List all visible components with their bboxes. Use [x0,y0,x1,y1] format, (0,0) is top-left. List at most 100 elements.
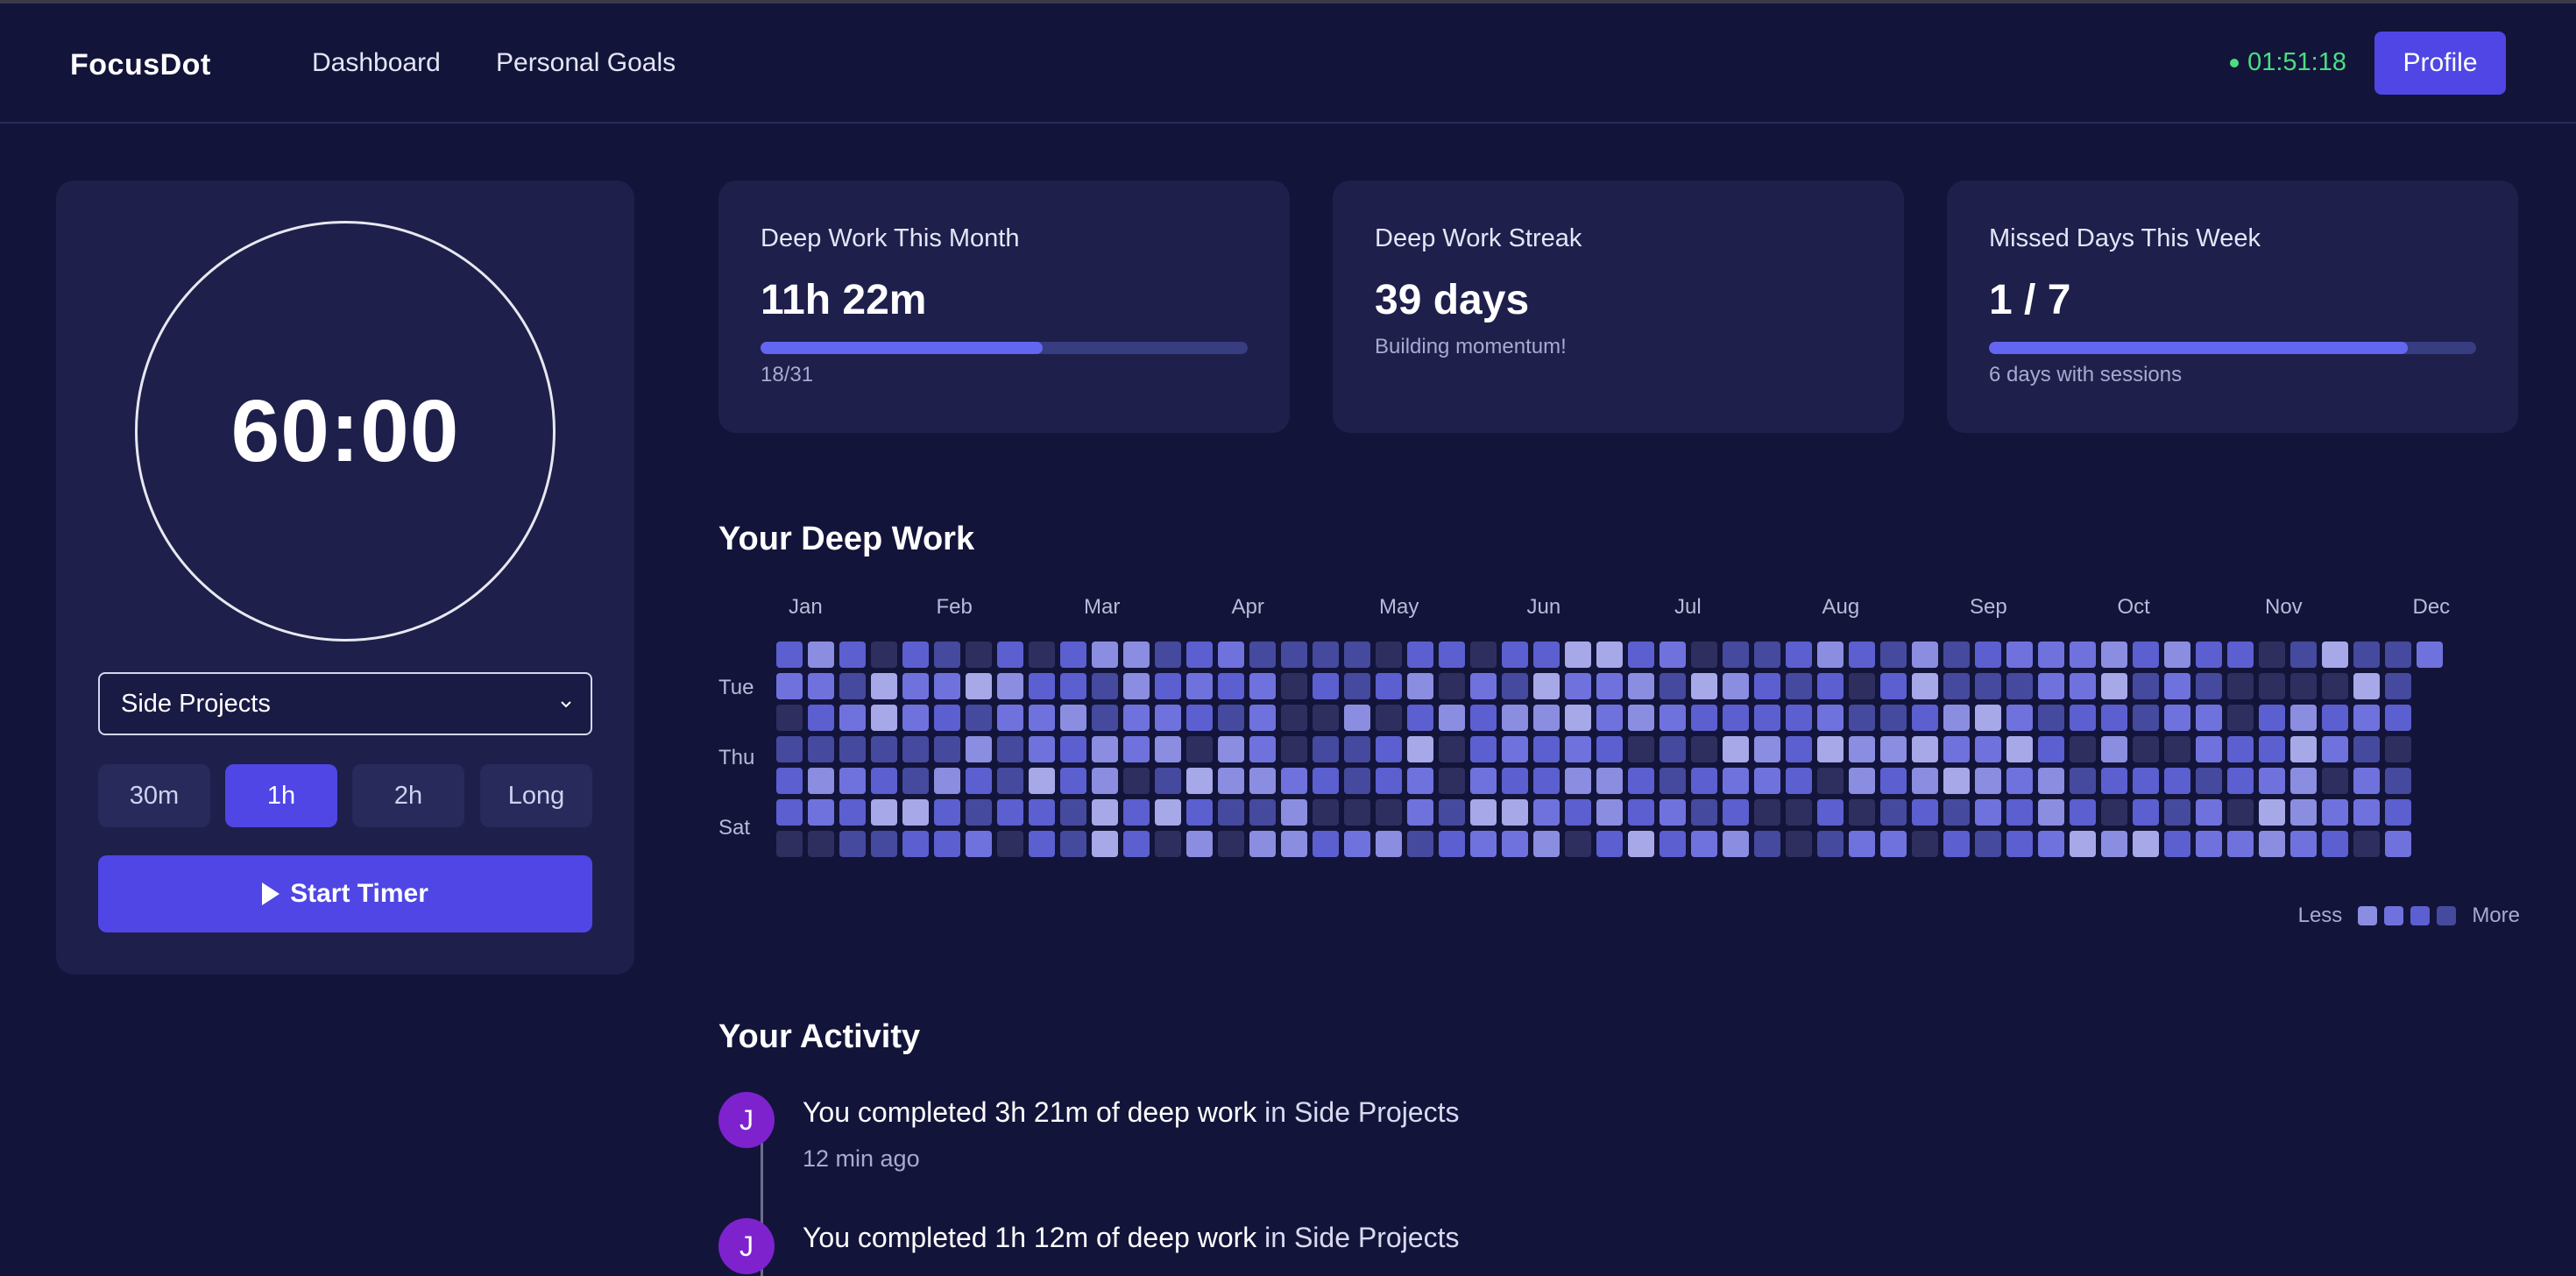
heatmap-cell[interactable] [2070,673,2096,699]
heatmap-cell[interactable] [2006,673,2033,699]
heatmap-cell[interactable] [1786,642,1812,668]
heatmap-cell[interactable] [997,768,1023,794]
heatmap-cell[interactable] [1975,799,2001,826]
duration-1h-button[interactable]: 1h [225,764,337,827]
heatmap-cell[interactable] [1060,736,1086,762]
heatmap-cell[interactable] [2196,642,2222,668]
heatmap-cell[interactable] [2006,705,2033,731]
heatmap-cell[interactable] [2385,705,2411,731]
heatmap-cell[interactable] [1029,642,1055,668]
heatmap-cell[interactable] [2259,642,2285,668]
duration-long-button[interactable]: Long [480,764,592,827]
heatmap-cell[interactable] [1218,642,1244,668]
heatmap-cell[interactable] [839,799,866,826]
heatmap-cell[interactable] [2259,673,2285,699]
heatmap-cell[interactable] [1439,673,1465,699]
heatmap-cell[interactable] [2259,736,2285,762]
heatmap-cell[interactable] [1912,705,1938,731]
heatmap-cell[interactable] [1912,799,1938,826]
heatmap-cell[interactable] [2070,768,2096,794]
heatmap-cell[interactable] [1344,673,1370,699]
heatmap-cell[interactable] [1533,799,1560,826]
heatmap-cell[interactable] [1060,642,1086,668]
heatmap-cell[interactable] [2290,736,2317,762]
heatmap-cell[interactable] [2070,642,2096,668]
heatmap-cell[interactable] [1754,642,1780,668]
heatmap-cell[interactable] [1186,736,1213,762]
heatmap-cell[interactable] [1817,642,1844,668]
heatmap-cell[interactable] [2101,673,2127,699]
heatmap-cell[interactable] [839,768,866,794]
heatmap-cell[interactable] [1376,673,1402,699]
heatmap-cell[interactable] [1407,831,1433,857]
heatmap-cell[interactable] [2227,831,2254,857]
heatmap-cell[interactable] [1723,705,1749,731]
heatmap-cell[interactable] [1596,768,1623,794]
heatmap-cell[interactable] [2196,673,2222,699]
heatmap-cell[interactable] [808,768,834,794]
heatmap-cell[interactable] [1565,736,1591,762]
heatmap-cell[interactable] [966,736,992,762]
heatmap-cell[interactable] [1596,642,1623,668]
heatmap-cell[interactable] [934,799,960,826]
heatmap-cell[interactable] [1155,736,1181,762]
heatmap-cell[interactable] [2322,705,2348,731]
heatmap-cell[interactable] [1628,736,1654,762]
heatmap-cell[interactable] [1943,831,1970,857]
duration-2h-button[interactable]: 2h [352,764,464,827]
heatmap-cell[interactable] [1943,673,1970,699]
heatmap-cell[interactable] [1470,768,1497,794]
heatmap-cell[interactable] [966,705,992,731]
heatmap-cell[interactable] [1502,705,1528,731]
heatmap-cell[interactable] [966,642,992,668]
heatmap-cell[interactable] [1533,705,1560,731]
heatmap-cell[interactable] [1723,642,1749,668]
heatmap-cell[interactable] [2196,768,2222,794]
heatmap-cell[interactable] [2227,642,2254,668]
heatmap-cell[interactable] [1786,768,1812,794]
heatmap-cell[interactable] [1943,705,1970,731]
heatmap-cell[interactable] [1155,673,1181,699]
heatmap-cell[interactable] [902,673,929,699]
heatmap-cell[interactable] [1723,799,1749,826]
heatmap-cell[interactable] [1060,768,1086,794]
heatmap-cell[interactable] [1975,736,2001,762]
heatmap-cell[interactable] [1060,705,1086,731]
heatmap-cell[interactable] [1092,736,1118,762]
heatmap-cell[interactable] [2290,799,2317,826]
heatmap-cell[interactable] [2417,642,2443,668]
heatmap-cell[interactable] [839,831,866,857]
heatmap-cell[interactable] [839,642,866,668]
heatmap-cell[interactable] [2385,799,2411,826]
heatmap-cell[interactable] [839,705,866,731]
heatmap-cell[interactable] [1281,736,1307,762]
heatmap-cell[interactable] [1880,736,1907,762]
heatmap-cell[interactable] [997,673,1023,699]
heatmap-cell[interactable] [2006,799,2033,826]
heatmap-cell[interactable] [1660,642,1686,668]
heatmap-cell[interactable] [871,673,897,699]
heatmap-cell[interactable] [1754,673,1780,699]
heatmap-cell[interactable] [1786,705,1812,731]
heatmap-cell[interactable] [1060,831,1086,857]
heatmap-cell[interactable] [839,673,866,699]
heatmap-cell[interactable] [1817,736,1844,762]
heatmap-cell[interactable] [1092,831,1118,857]
heatmap-cell[interactable] [808,705,834,731]
heatmap-cell[interactable] [1344,705,1370,731]
heatmap-cell[interactable] [1596,673,1623,699]
heatmap-cell[interactable] [1912,831,1938,857]
heatmap-cell[interactable] [1281,768,1307,794]
heatmap-cell[interactable] [1975,768,2001,794]
heatmap-cell[interactable] [2038,736,2064,762]
heatmap-cell[interactable] [2070,736,2096,762]
heatmap-cell[interactable] [966,831,992,857]
heatmap-cell[interactable] [1723,736,1749,762]
nav-link-personal-goals[interactable]: Personal Goals [496,48,676,77]
heatmap-cell[interactable] [1691,705,1717,731]
start-timer-button[interactable]: Start Timer [98,855,592,932]
heatmap-cell[interactable] [1502,799,1528,826]
heatmap-cell[interactable] [997,705,1023,731]
heatmap-cell[interactable] [1502,768,1528,794]
heatmap-cell[interactable] [1912,736,1938,762]
